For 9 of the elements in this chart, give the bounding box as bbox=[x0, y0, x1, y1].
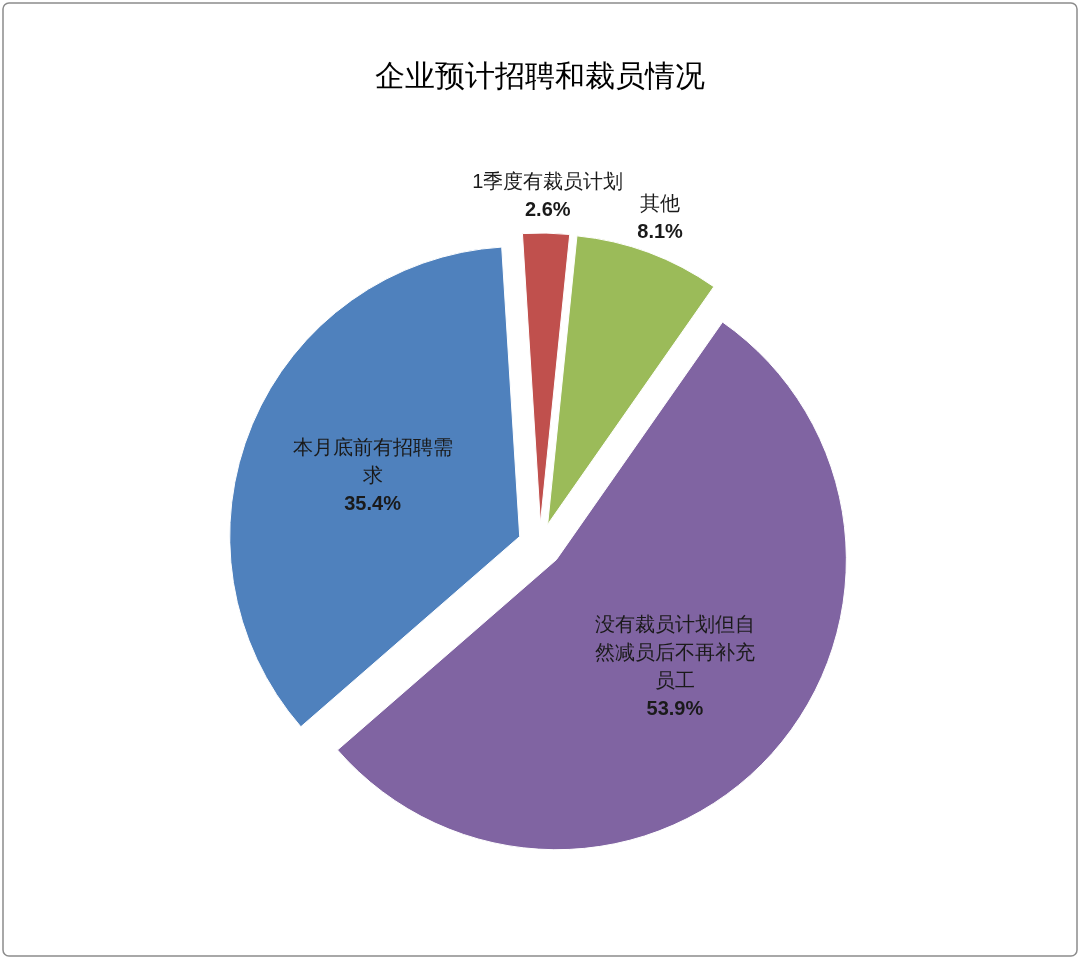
data-label: 2.6% bbox=[524, 198, 571, 221]
data-label: 8.1% bbox=[637, 219, 684, 242]
chart-title: 企业预计招聘和裁员情况 bbox=[375, 59, 705, 92]
slice-label: 1季度有裁员计划 bbox=[472, 170, 624, 193]
slice-label: 本月底前有招聘需求 bbox=[292, 435, 453, 486]
slice-label: 其他 bbox=[640, 191, 681, 214]
data-label: 35.4% bbox=[344, 491, 402, 514]
slice-label: 没有裁员计划但自然减员后不再补充员工 bbox=[594, 613, 755, 692]
data-label: 53.9% bbox=[646, 697, 704, 720]
